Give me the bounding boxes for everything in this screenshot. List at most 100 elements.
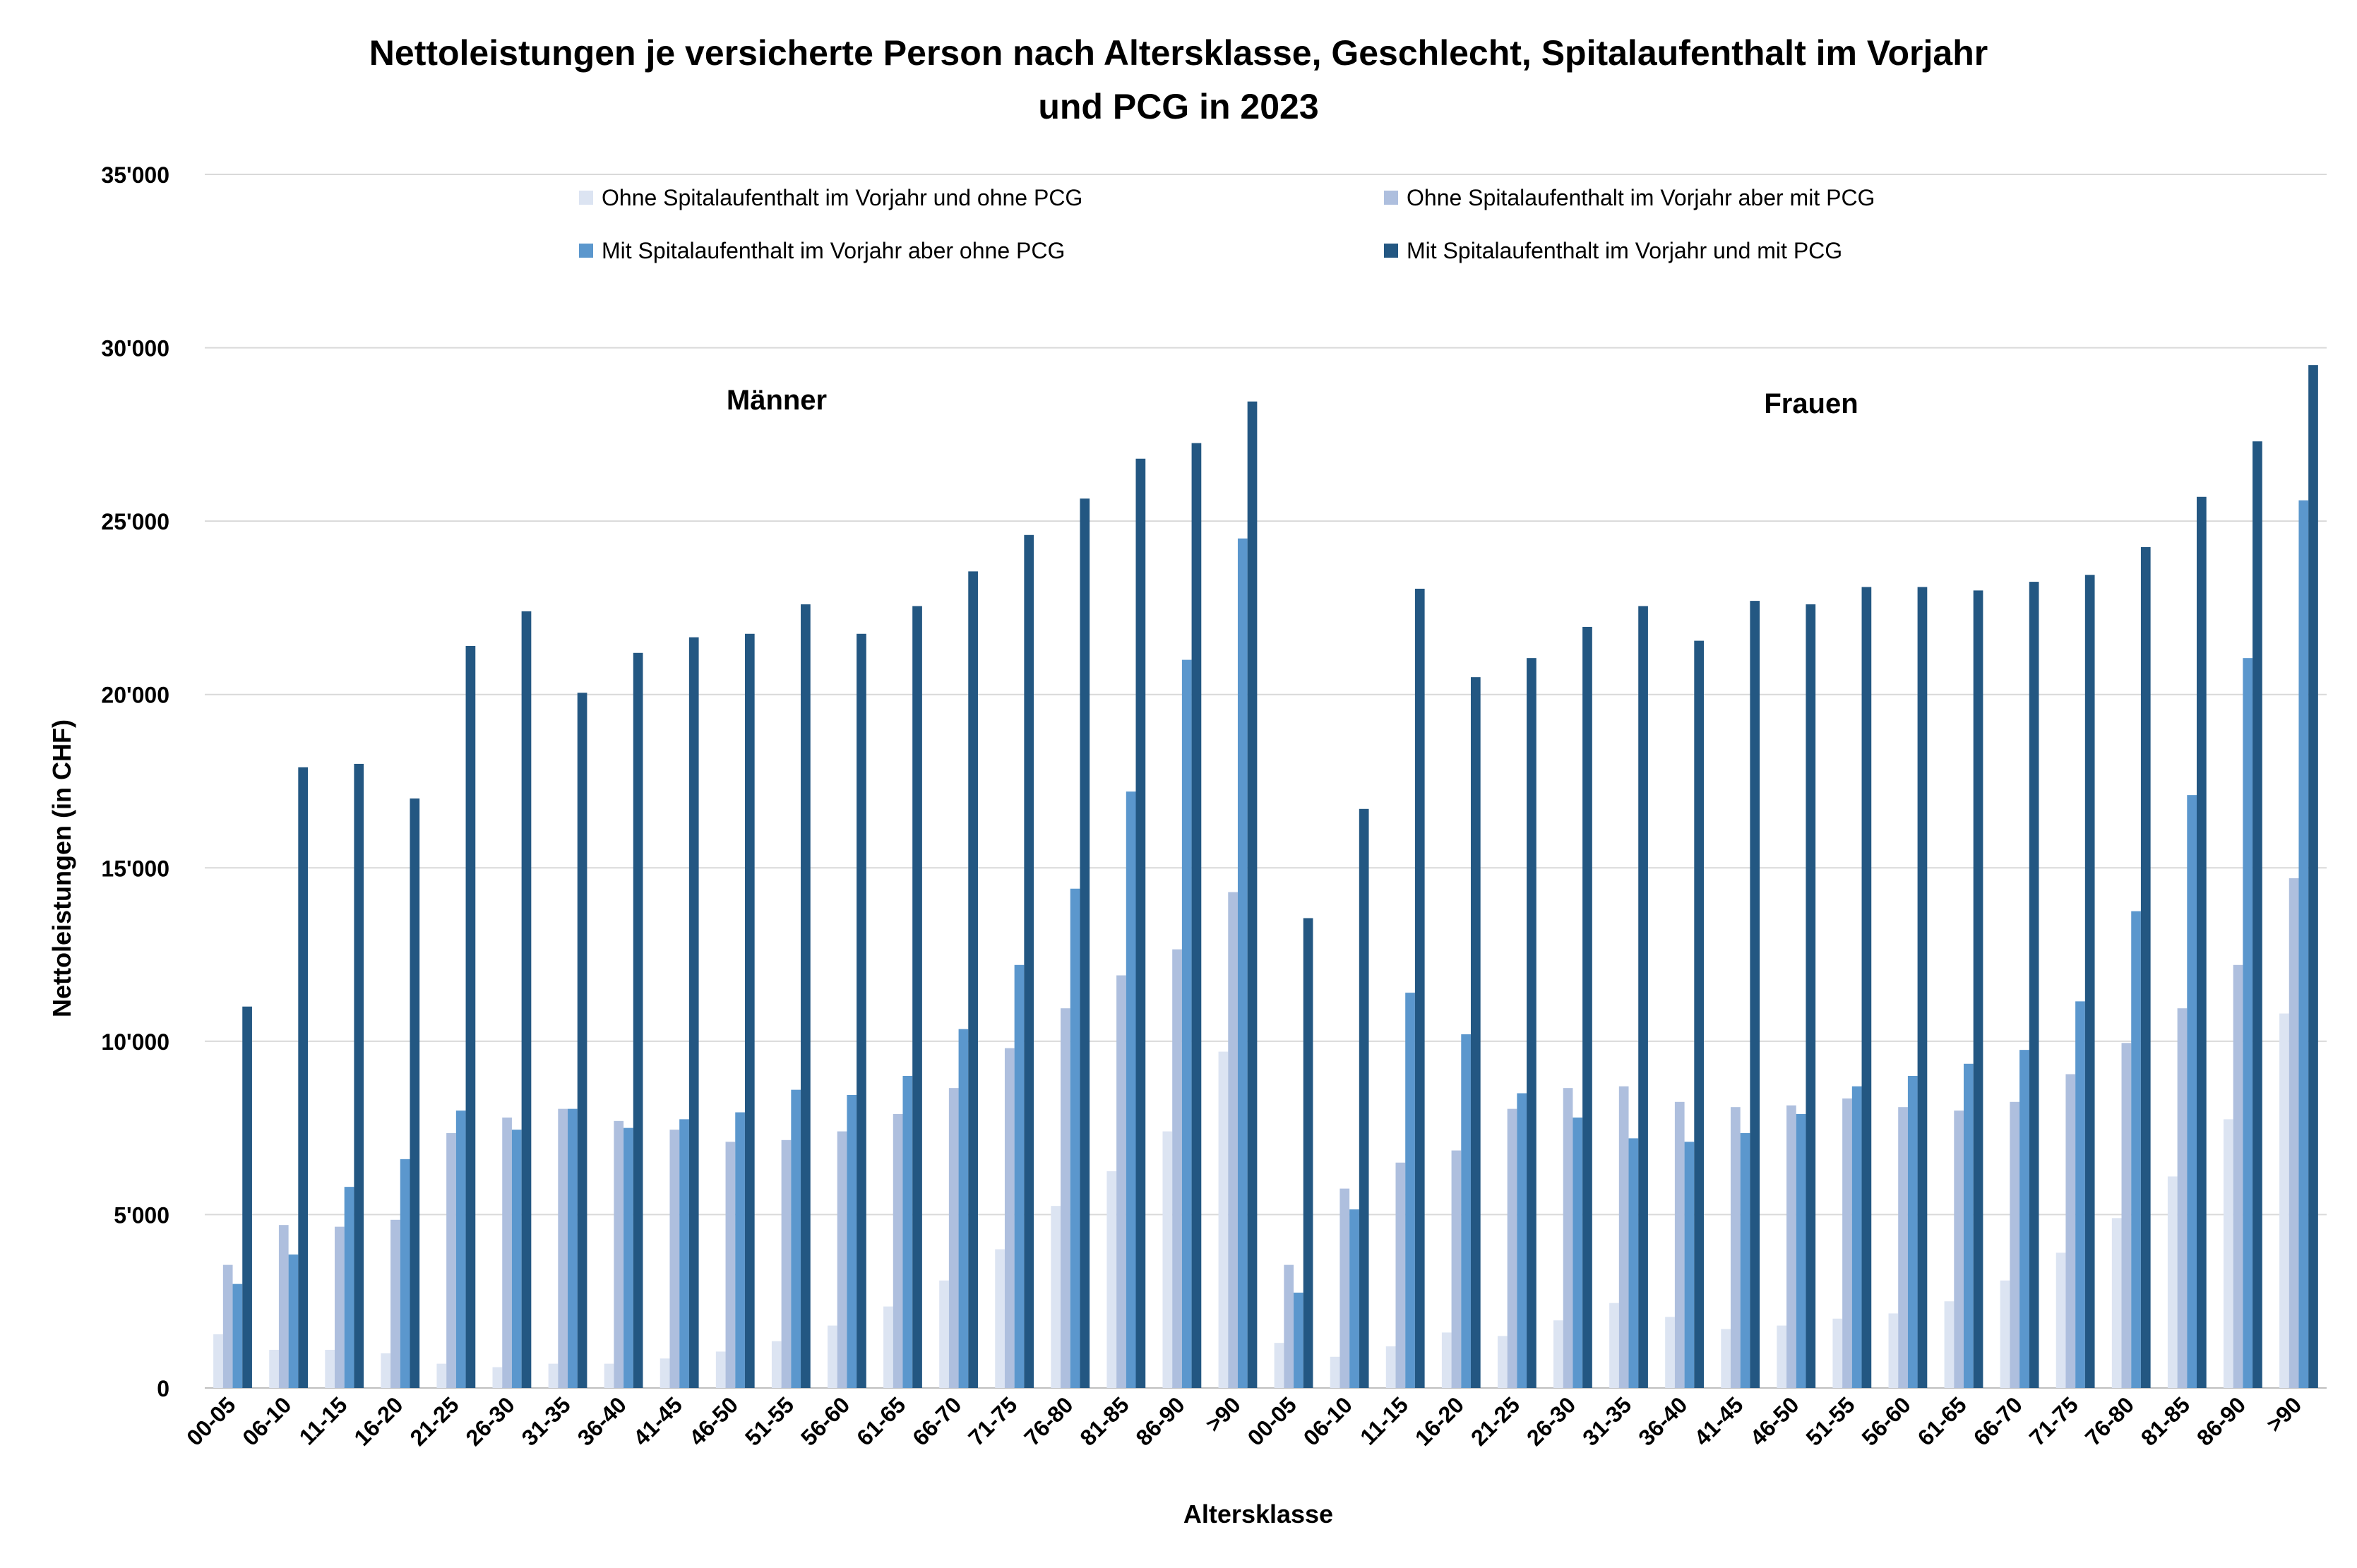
bar-mit-spital-ohne-pcg: [2243, 658, 2253, 1388]
group-label-maenner: Männer: [727, 385, 827, 416]
bar-ohne-spital-mit-pcg: [1507, 1108, 1517, 1388]
bar-ohne-spital-ohne-pcg: [1721, 1329, 1731, 1388]
x-axis-ticks: 00-0506-1011-1516-2021-2526-3031-3536-40…: [181, 1392, 2306, 1450]
y-tick-label: 30'000: [101, 336, 169, 361]
bar-ohne-spital-mit-pcg: [446, 1133, 456, 1388]
bar-ohne-spital-mit-pcg: [278, 1225, 289, 1388]
bar-mit-spital-ohne-pcg: [2187, 795, 2197, 1388]
bar-ohne-spital-ohne-pcg: [1051, 1206, 1061, 1388]
bar-ohne-spital-mit-pcg: [1172, 949, 1182, 1388]
bar-ohne-spital-mit-pcg: [1284, 1264, 1294, 1388]
bar-mit-spital-mit-pcg: [2308, 365, 2318, 1388]
bar-mit-spital-mit-pcg: [354, 763, 364, 1388]
bar-mit-spital-mit-pcg: [857, 633, 866, 1388]
bar-mit-spital-mit-pcg: [2140, 546, 2151, 1389]
bar-ohne-spital-mit-pcg: [1116, 975, 1126, 1388]
bar-mit-spital-mit-pcg: [912, 606, 922, 1388]
bar-mit-spital-ohne-pcg: [1684, 1142, 1695, 1388]
y-tick-label: 25'000: [101, 509, 169, 534]
legend-swatch-3: [579, 244, 593, 258]
bar-ohne-spital-ohne-pcg: [1274, 1343, 1284, 1388]
bar-mit-spital-ohne-pcg: [1963, 1063, 1974, 1388]
bar-ohne-spital-ohne-pcg: [2111, 1218, 2122, 1388]
bar-mit-spital-mit-pcg: [1080, 498, 1090, 1389]
chart-title-line2: und PCG in 2023: [1038, 87, 1318, 126]
legend-swatch-4: [1384, 244, 1398, 258]
x-tick-label: >90: [2262, 1392, 2307, 1437]
bar-ohne-spital-ohne-pcg: [548, 1363, 559, 1388]
bar-mit-spital-mit-pcg: [1806, 604, 1816, 1389]
x-axis-label: Altersklasse: [1183, 1500, 1333, 1528]
bar-ohne-spital-ohne-pcg: [1665, 1317, 1675, 1388]
x-tick-label: 46-50: [684, 1392, 743, 1450]
bar-mit-spital-ohne-pcg: [1851, 1086, 1862, 1388]
bar-ohne-spital-ohne-pcg: [1441, 1332, 1452, 1388]
bar-ohne-spital-mit-pcg: [837, 1131, 847, 1388]
legend-label-3: Mit Spitalaufenthalt im Vorjahr aber ohn…: [602, 238, 1065, 263]
bar-ohne-spital-ohne-pcg: [660, 1358, 670, 1388]
bar-ohne-spital-mit-pcg: [1004, 1048, 1015, 1388]
x-tick-label: 71-75: [2024, 1392, 2083, 1450]
x-tick-label: 00-05: [181, 1392, 240, 1450]
bar-mit-spital-mit-pcg: [1917, 587, 1928, 1389]
bar-mit-spital-mit-pcg: [1024, 534, 1034, 1388]
bar-ohne-spital-mit-pcg: [2233, 964, 2243, 1388]
bar-ohne-spital-mit-pcg: [1842, 1098, 1852, 1388]
x-tick-label: 76-80: [2080, 1392, 2139, 1450]
bar-ohne-spital-mit-pcg: [948, 1088, 959, 1388]
bar-mit-spital-ohne-pcg: [288, 1254, 299, 1388]
bar-mit-spital-ohne-pcg: [2019, 1050, 2029, 1388]
x-tick-label: 86-90: [2192, 1392, 2250, 1450]
x-tick-label: 21-25: [405, 1392, 463, 1450]
x-tick-label: 56-60: [1857, 1392, 1916, 1450]
legend: Ohne Spitalaufenthalt im Vorjahr und ohn…: [579, 185, 1875, 263]
y-axis-label: Nettoleistungen (in CHF): [47, 719, 76, 1017]
bar-ohne-spital-mit-pcg: [2010, 1101, 2020, 1388]
bar-ohne-spital-ohne-pcg: [2055, 1252, 2066, 1388]
x-tick-label: 21-25: [1466, 1392, 1524, 1450]
bar-ohne-spital-mit-pcg: [1061, 1008, 1070, 1388]
x-tick-label: 31-35: [1577, 1392, 1636, 1450]
bar-mit-spital-ohne-pcg: [1126, 791, 1136, 1388]
bar-mit-spital-mit-pcg: [801, 604, 811, 1389]
bar-mit-spital-ohne-pcg: [1907, 1075, 1918, 1388]
bar-mit-spital-ohne-pcg: [400, 1159, 410, 1388]
bar-mit-spital-mit-pcg: [1191, 443, 1202, 1388]
bar-mit-spital-ohne-pcg: [455, 1111, 466, 1388]
x-tick-label: 06-10: [237, 1392, 296, 1450]
x-tick-label: 41-45: [1689, 1392, 1748, 1450]
bar-mit-spital-mit-pcg: [1694, 640, 1704, 1388]
bar-ohne-spital-ohne-pcg: [1218, 1051, 1229, 1388]
bar-mit-spital-ohne-pcg: [568, 1108, 578, 1388]
x-tick-label: 00-05: [1243, 1392, 1301, 1450]
bar-ohne-spital-ohne-pcg: [995, 1249, 1005, 1388]
x-tick-label: 81-85: [2136, 1392, 2195, 1450]
legend-label-1: Ohne Spitalaufenthalt im Vorjahr und ohn…: [602, 185, 1082, 210]
bar-mit-spital-ohne-pcg: [1796, 1113, 1806, 1388]
bar-ohne-spital-ohne-pcg: [1553, 1320, 1563, 1388]
x-tick-label: 41-45: [628, 1392, 687, 1450]
x-tick-label: 11-15: [294, 1392, 352, 1449]
y-tick-label: 0: [157, 1376, 169, 1401]
bar-ohne-spital-ohne-pcg: [1888, 1313, 1899, 1388]
bar-ohne-spital-ohne-pcg: [715, 1351, 726, 1388]
bars: [213, 365, 2318, 1389]
bar-ohne-spital-mit-pcg: [893, 1113, 903, 1388]
bar-mit-spital-ohne-pcg: [1070, 888, 1080, 1388]
bar-mit-spital-ohne-pcg: [344, 1187, 354, 1388]
y-axis-ticks: 0 5'000 10'000 15'000 20'000 25'000 30'000 35'0…: [101, 162, 169, 1401]
group-label-frauen: Frauen: [1764, 388, 1858, 419]
bar-ohne-spital-mit-pcg: [669, 1130, 680, 1388]
bar-ohne-spital-mit-pcg: [1563, 1088, 1573, 1388]
bar-ohne-spital-ohne-pcg: [492, 1367, 503, 1388]
bar-mit-spital-mit-pcg: [744, 633, 755, 1388]
bar-ohne-spital-ohne-pcg: [436, 1363, 447, 1388]
bar-mit-spital-mit-pcg: [465, 645, 476, 1388]
bar-ohne-spital-mit-pcg: [1228, 892, 1238, 1388]
bar-mit-spital-mit-pcg: [1527, 658, 1536, 1388]
bar-ohne-spital-mit-pcg: [1954, 1111, 1964, 1388]
bar-mit-spital-ohne-pcg: [1014, 964, 1025, 1388]
bar-mit-spital-ohne-pcg: [2131, 911, 2141, 1388]
bar-ohne-spital-mit-pcg: [1674, 1101, 1685, 1388]
bar-mit-spital-mit-pcg: [1973, 590, 1983, 1389]
